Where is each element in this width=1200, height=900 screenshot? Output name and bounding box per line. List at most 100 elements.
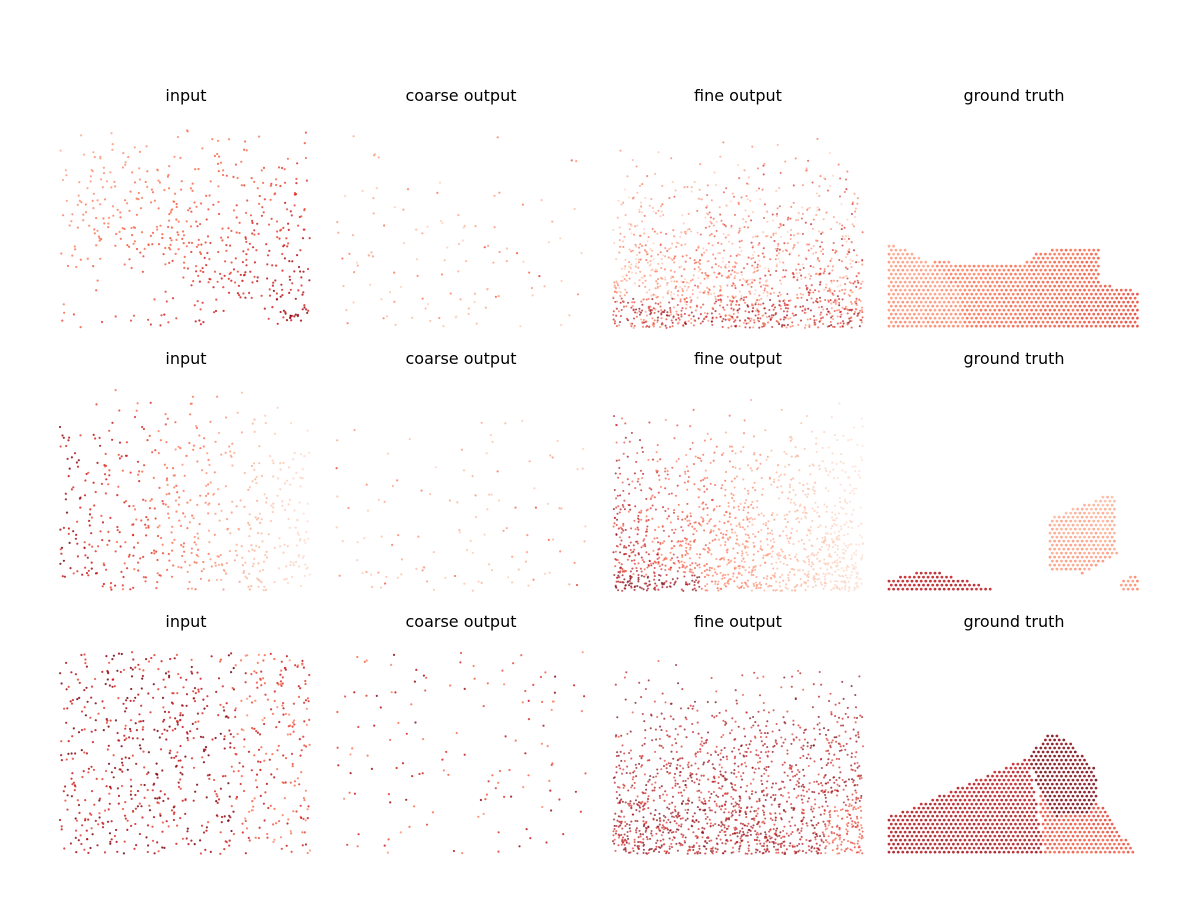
point-marker: [84, 566, 87, 569]
point-marker: [623, 294, 626, 297]
point-marker: [963, 272, 967, 276]
point-marker: [510, 581, 514, 584]
point-marker: [615, 523, 618, 527]
point-marker: [818, 577, 821, 580]
point-marker: [845, 240, 848, 243]
point-marker: [629, 322, 632, 325]
point-marker: [823, 503, 826, 506]
point-marker: [892, 300, 895, 304]
point-marker: [135, 197, 138, 200]
point-marker: [617, 284, 620, 287]
point-marker: [669, 313, 673, 316]
point-marker: [795, 553, 798, 556]
point-marker: [146, 439, 149, 442]
point-marker: [958, 280, 962, 284]
point-marker: [768, 308, 771, 312]
point-marker: [619, 551, 622, 554]
point-marker: [486, 288, 489, 291]
point-marker: [617, 527, 620, 530]
point-marker: [922, 304, 925, 308]
point-marker: [234, 163, 237, 166]
point-marker: [977, 312, 981, 316]
point-marker: [910, 284, 914, 288]
point-marker: [337, 231, 340, 234]
point-marker: [65, 199, 68, 202]
point-marker: [823, 431, 826, 434]
point-marker: [257, 532, 260, 535]
point-marker: [1037, 264, 1040, 268]
point-marker: [812, 301, 815, 304]
point-marker: [711, 323, 714, 326]
point-marker: [849, 320, 852, 323]
point-marker: [744, 533, 747, 536]
point-marker: [615, 307, 618, 310]
point-marker: [832, 468, 835, 471]
point-marker: [752, 574, 755, 577]
point-marker: [730, 528, 734, 531]
point-marker: [156, 526, 159, 529]
point-marker: [896, 308, 900, 312]
point-marker: [706, 184, 709, 187]
point-marker: [1108, 292, 1112, 296]
point-marker: [853, 280, 856, 283]
point-marker: [995, 288, 999, 292]
point-marker: [719, 571, 722, 575]
point-marker: [252, 562, 255, 565]
point-marker: [296, 314, 299, 318]
point-marker: [887, 276, 891, 280]
point-marker: [1046, 320, 1050, 324]
point-marker: [457, 270, 460, 273]
point-marker: [199, 251, 202, 254]
point-marker: [708, 234, 711, 237]
point-marker: [988, 292, 992, 296]
point-marker: [786, 323, 789, 326]
point-marker: [648, 288, 651, 292]
point-marker: [77, 194, 80, 197]
point-marker: [634, 554, 637, 557]
point-marker: [697, 496, 700, 499]
point-marker: [1126, 308, 1130, 312]
point-marker: [810, 284, 813, 287]
point-marker: [805, 556, 809, 559]
point-marker: [1096, 256, 1100, 260]
point-marker: [219, 161, 223, 164]
point-marker: [704, 469, 707, 472]
point-marker: [706, 589, 709, 592]
panel-title: ground truth: [963, 86, 1064, 105]
point-marker: [846, 218, 849, 221]
point-marker: [1027, 304, 1031, 308]
point-marker: [724, 585, 728, 588]
point-marker: [752, 256, 755, 260]
point-marker: [260, 294, 263, 297]
point-marker: [640, 211, 644, 214]
point-marker: [938, 324, 941, 328]
point-marker: [59, 528, 62, 531]
point-marker: [692, 324, 695, 327]
point-marker: [828, 325, 831, 328]
point-marker: [86, 556, 89, 559]
point-marker: [751, 254, 754, 257]
point-marker: [680, 313, 683, 316]
point-marker: [1117, 316, 1121, 320]
point-marker: [128, 245, 131, 248]
point-marker: [248, 588, 251, 591]
point-marker: [1007, 300, 1010, 304]
point-marker: [739, 502, 742, 505]
point-marker: [1021, 300, 1024, 304]
point-marker: [836, 587, 839, 590]
point-marker: [666, 517, 669, 520]
point-marker: [685, 453, 688, 457]
point-marker: [740, 250, 743, 253]
point-marker: [849, 301, 853, 304]
point-marker: [231, 464, 234, 467]
point-marker: [986, 304, 990, 308]
point-marker: [147, 526, 150, 529]
point-marker: [666, 473, 669, 476]
point-marker: [1087, 272, 1091, 276]
point-marker: [438, 181, 442, 184]
point-marker: [1113, 308, 1116, 312]
point-marker: [141, 470, 144, 473]
point-marker: [258, 194, 261, 198]
point-marker: [799, 268, 802, 271]
